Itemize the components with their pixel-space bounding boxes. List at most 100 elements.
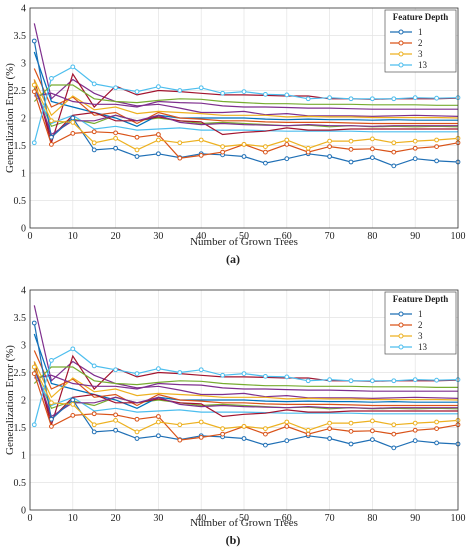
- x-tick-label: 30: [153, 513, 163, 524]
- data-point: [134, 416, 140, 422]
- data-point: [263, 149, 268, 155]
- series-line: [33, 84, 458, 106]
- data-point: [91, 140, 97, 146]
- data-point: [134, 154, 140, 159]
- data-point: [198, 367, 204, 373]
- data-point: [284, 137, 290, 143]
- data-point: [391, 140, 397, 146]
- data-point: [305, 427, 311, 433]
- data-point: [156, 419, 161, 425]
- chart-panel-b: 0 10 20 30 40 50 60 70 80 90 10000.511.522.533.54 …: [4, 286, 466, 548]
- data-point: [220, 144, 226, 150]
- data-point: [412, 377, 418, 383]
- data-point: [327, 144, 333, 150]
- y-tick-label: 0: [21, 506, 26, 517]
- data-point: [263, 431, 268, 437]
- data-point: [241, 154, 247, 159]
- data-point: [348, 159, 354, 165]
- data-point: [220, 372, 226, 378]
- data-point: [91, 81, 97, 87]
- data-point: [348, 138, 354, 144]
- data-point: [70, 120, 76, 125]
- data-point: [49, 118, 54, 124]
- data-point: [370, 428, 375, 434]
- data-point: [70, 64, 76, 70]
- data-point: [49, 142, 54, 147]
- x-tick-label: 50: [239, 513, 249, 524]
- data-point: [305, 96, 311, 102]
- data-point: [284, 156, 290, 162]
- y-tick-label: 3: [21, 59, 26, 70]
- legend-entry-label: 2: [418, 38, 423, 48]
- series-line: [33, 23, 459, 118]
- y-tick-label: 1: [21, 169, 26, 180]
- data-point: [156, 84, 161, 90]
- data-point: [391, 96, 397, 102]
- data-point: [348, 378, 354, 384]
- data-point: [134, 429, 140, 435]
- legend-entry-label: 13: [418, 60, 428, 70]
- x-tick-label: 80: [367, 231, 377, 242]
- data-point: [327, 95, 333, 101]
- x-axis-label: Number of Grown Trees: [190, 517, 298, 529]
- x-tick-label: 0: [28, 231, 33, 242]
- x-tick-label: 20: [111, 231, 121, 242]
- data-point: [198, 85, 204, 91]
- data-point: [49, 358, 54, 363]
- data-point: [284, 92, 290, 98]
- data-point: [327, 154, 333, 159]
- y-tick-label: 3: [21, 341, 26, 352]
- data-point: [370, 155, 375, 161]
- legend-entry-label: 13: [418, 342, 428, 352]
- data-point: [70, 402, 76, 407]
- y-tick-label: 4: [21, 286, 26, 297]
- legend-swatch-marker: [398, 311, 404, 317]
- data-point: [263, 426, 268, 432]
- legend-entry-label: 1: [418, 27, 423, 37]
- data-point: [434, 426, 440, 432]
- x-tick-label: 10: [68, 513, 78, 524]
- data-point: [177, 437, 183, 443]
- x-tick-label: 40: [196, 231, 206, 242]
- data-point: [91, 422, 97, 428]
- data-point: [156, 433, 161, 439]
- plot-frame: [29, 289, 459, 511]
- data-point: [49, 76, 54, 81]
- data-point: [241, 142, 247, 147]
- data-point: [31, 320, 37, 326]
- data-point: [70, 413, 76, 418]
- legend-entry-label: 2: [418, 320, 423, 330]
- data-point: [391, 445, 397, 451]
- data-point: [305, 431, 311, 437]
- data-point: [412, 438, 418, 444]
- y-axis-label: Generalization Error (%): [4, 345, 16, 455]
- data-point: [412, 156, 418, 162]
- data-point: [70, 397, 76, 403]
- series-line: [33, 84, 458, 136]
- legend-entry-label: 1: [418, 309, 423, 319]
- data-point: [370, 96, 375, 102]
- series-line: [33, 361, 459, 401]
- x-tick-label: 40: [196, 513, 206, 524]
- x-tick-label: 70: [325, 513, 335, 524]
- legend-swatch-marker: [398, 62, 404, 68]
- data-point: [284, 142, 290, 147]
- y-axis-label: Generalization Error (%): [4, 63, 16, 173]
- chart-panel-a: 0 10 20 30 40 50 60 70 80 90 10000.511.522.533.54 …: [4, 4, 466, 267]
- data-point: [391, 431, 397, 437]
- data-point: [370, 418, 375, 424]
- x-tick-label: 90: [410, 231, 420, 242]
- data-point: [263, 442, 268, 448]
- series-line: [33, 365, 458, 421]
- y-tick-label: 3.5: [14, 313, 27, 324]
- data-point: [198, 419, 204, 425]
- data-point: [370, 136, 375, 142]
- data-point: [31, 371, 37, 377]
- y-tick-label: 1.5: [14, 423, 27, 434]
- data-point: [370, 146, 375, 152]
- data-point: [434, 440, 440, 446]
- data-point: [284, 424, 290, 429]
- data-point: [434, 95, 440, 101]
